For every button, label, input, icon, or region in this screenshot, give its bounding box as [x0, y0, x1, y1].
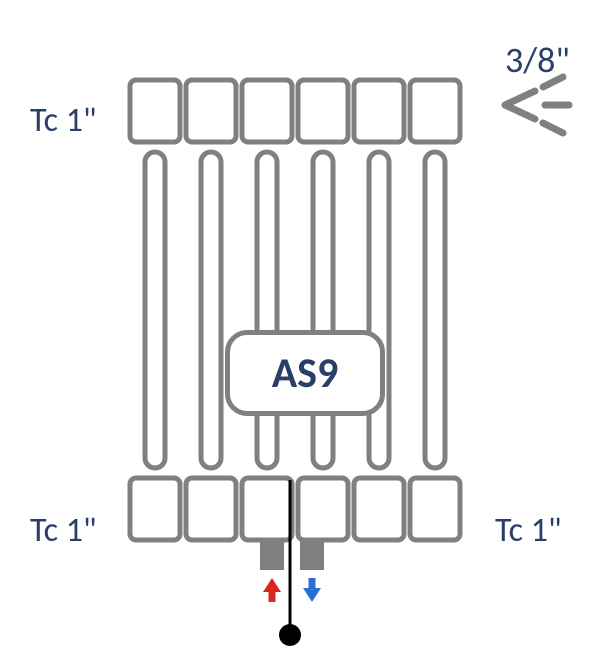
radiator-tube	[425, 152, 445, 468]
air-vent-ray	[543, 123, 563, 133]
radiator-top-cap	[354, 80, 404, 142]
radiator-tube	[369, 152, 389, 468]
model-badge: AS9	[225, 330, 385, 416]
radiator-tube	[201, 152, 221, 468]
radiator-top-cap	[298, 80, 348, 142]
outlet-arrow-icon	[303, 578, 321, 602]
radiator-top-cap	[186, 80, 236, 142]
model-badge-text: AS9	[272, 348, 339, 399]
inlet-valve	[260, 540, 284, 570]
radiator-top-cap	[242, 80, 292, 142]
radiator-top-cap	[410, 80, 460, 142]
label-top-right: 3/8"	[505, 38, 570, 82]
radiator-tube	[313, 152, 333, 468]
radiator-bottom-cap	[298, 478, 348, 540]
label-bot-right: Tc 1"	[495, 510, 562, 551]
radiator-bottom-cap	[242, 478, 292, 540]
label-bot-left: Tc 1"	[30, 510, 97, 551]
radiator-bottom-cap	[410, 478, 460, 540]
radiator-bottom-cap	[354, 478, 404, 540]
radiator-bottom-cap	[130, 478, 180, 540]
radiator-top-cap	[130, 80, 180, 142]
connection-dot	[279, 624, 301, 646]
radiator-bottom-cap	[186, 478, 236, 540]
inlet-arrow-icon	[263, 578, 281, 602]
outlet-valve	[300, 540, 324, 570]
radiator-tube	[145, 152, 165, 468]
radiator-tube	[257, 152, 277, 468]
label-top-left: Tc 1"	[30, 100, 97, 141]
air-vent-icon	[505, 91, 535, 119]
